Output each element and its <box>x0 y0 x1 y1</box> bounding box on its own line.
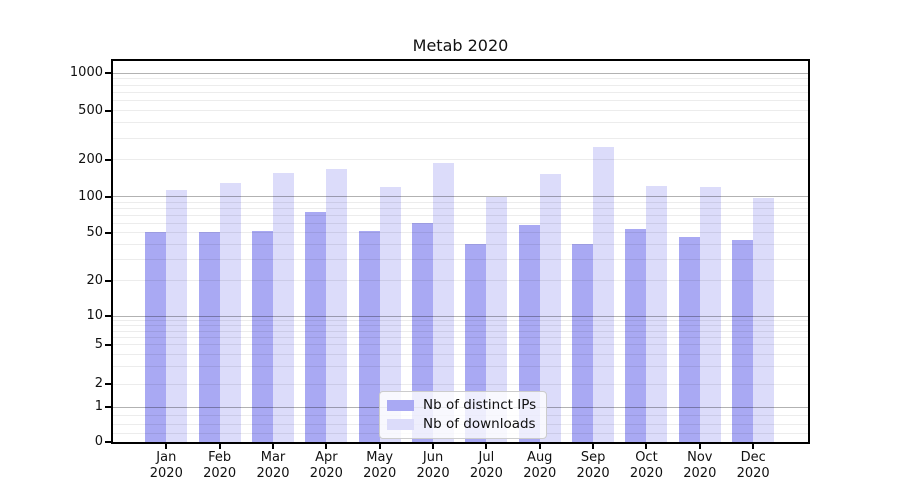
y-tick-mark-100 <box>105 195 111 198</box>
x-tick-mark-jan <box>165 444 168 449</box>
bar-distinct-ips-feb <box>198 231 220 442</box>
legend: Nb of distinct IPs Nb of downloads <box>379 391 548 439</box>
legend-label-downloads: Nb of downloads <box>423 416 536 432</box>
bar-distinct-ips-may <box>358 230 380 442</box>
x-tick-label-may: May 2020 <box>363 450 397 481</box>
y-tick-mark-500 <box>105 109 111 112</box>
x-tick-label-dec: Dec 2020 <box>736 450 770 481</box>
y-tick-mark-20 <box>105 279 111 282</box>
x-tick-label-mar: Mar 2020 <box>256 450 290 481</box>
legend-swatch-distinct-ips <box>387 399 414 411</box>
y-tick-label-1: 1 <box>94 399 103 415</box>
x-tick-label-apr: Apr 2020 <box>309 450 343 481</box>
y-tick-mark-2 <box>105 383 111 386</box>
bar-distinct-ips-mar <box>252 230 273 442</box>
x-tick-label-oct: Oct 2020 <box>629 450 663 481</box>
y-tick-label-200: 200 <box>78 151 103 167</box>
x-tick-mark-jul <box>485 444 488 449</box>
bar-downloads-mar <box>273 173 294 442</box>
bar-downloads-feb <box>219 182 241 442</box>
y-tick-label-0: 0 <box>94 434 103 449</box>
x-tick-mark-aug <box>538 444 541 449</box>
bar-downloads-dec <box>753 198 775 442</box>
bars-layer <box>113 61 808 442</box>
bar-distinct-ips-jan <box>145 231 167 442</box>
legend-label-distinct-ips: Nb of distinct IPs <box>423 397 537 413</box>
x-tick-mark-oct <box>645 444 648 449</box>
y-tick-label-1000: 1000 <box>69 65 103 80</box>
y-tick-mark-1 <box>105 406 111 409</box>
x-tick-mark-mar <box>272 444 274 449</box>
bar-downloads-oct <box>646 186 668 442</box>
y-tick-mark-200 <box>105 158 111 161</box>
legend-item-distinct-ips: Nb of distinct IPs <box>387 397 536 413</box>
y-tick-label-500: 500 <box>78 102 103 118</box>
bar-downloads-sep <box>593 146 615 442</box>
bar-downloads-jan <box>166 190 188 442</box>
y-tick-label-100: 100 <box>78 188 103 204</box>
x-tick-label-jan: Jan 2020 <box>149 450 183 481</box>
x-tick-label-nov: Nov 2020 <box>683 450 717 481</box>
x-tick-mark-jun <box>432 444 435 449</box>
x-tick-label-sep: Sep 2020 <box>576 450 610 481</box>
x-tick-mark-sep <box>592 444 595 449</box>
x-tick-label-feb: Feb 2020 <box>203 450 237 481</box>
y-tick-mark-0 <box>105 441 111 443</box>
y-tick-mark-50 <box>105 231 111 234</box>
bar-distinct-ips-nov <box>678 236 700 442</box>
y-tick-label-50: 50 <box>86 224 103 240</box>
y-tick-mark-5 <box>105 343 111 346</box>
bar-distinct-ips-dec <box>732 240 754 442</box>
x-tick-mark-feb <box>218 444 221 449</box>
x-tick-mark-dec <box>752 444 755 449</box>
y-tick-label-10: 10 <box>86 308 103 324</box>
bar-distinct-ips-oct <box>625 228 647 442</box>
bar-downloads-jul <box>486 196 508 442</box>
x-tick-mark-nov <box>698 444 701 449</box>
legend-swatch-downloads <box>387 418 414 430</box>
bar-downloads-aug <box>539 174 561 442</box>
y-tick-label-5: 5 <box>94 336 103 352</box>
x-tick-label-jun: Jun 2020 <box>416 450 450 481</box>
bar-distinct-ips-sep <box>572 244 594 442</box>
bar-distinct-ips-jun <box>412 223 434 442</box>
y-tick-label-20: 20 <box>86 272 103 288</box>
x-tick-mark-apr <box>325 444 328 449</box>
plot-area: Nb of distinct IPs Nb of downloads <box>111 59 810 444</box>
bar-downloads-nov <box>699 187 721 442</box>
bar-downloads-may <box>379 186 401 442</box>
y-tick-mark-1000 <box>105 72 111 74</box>
bar-downloads-jun <box>433 162 455 442</box>
x-tick-label-jul: Jul 2020 <box>469 450 503 481</box>
bar-downloads-apr <box>326 168 348 442</box>
bar-distinct-ips-apr <box>305 211 327 442</box>
x-tick-mark-may <box>378 444 381 449</box>
legend-item-downloads: Nb of downloads <box>387 416 536 432</box>
chart-title: Metab 2020 <box>412 36 509 55</box>
x-tick-label-aug: Aug 2020 <box>523 450 557 481</box>
y-tick-mark-10 <box>105 315 111 318</box>
bar-distinct-ips-aug <box>518 224 540 442</box>
y-tick-label-2: 2 <box>94 376 103 392</box>
